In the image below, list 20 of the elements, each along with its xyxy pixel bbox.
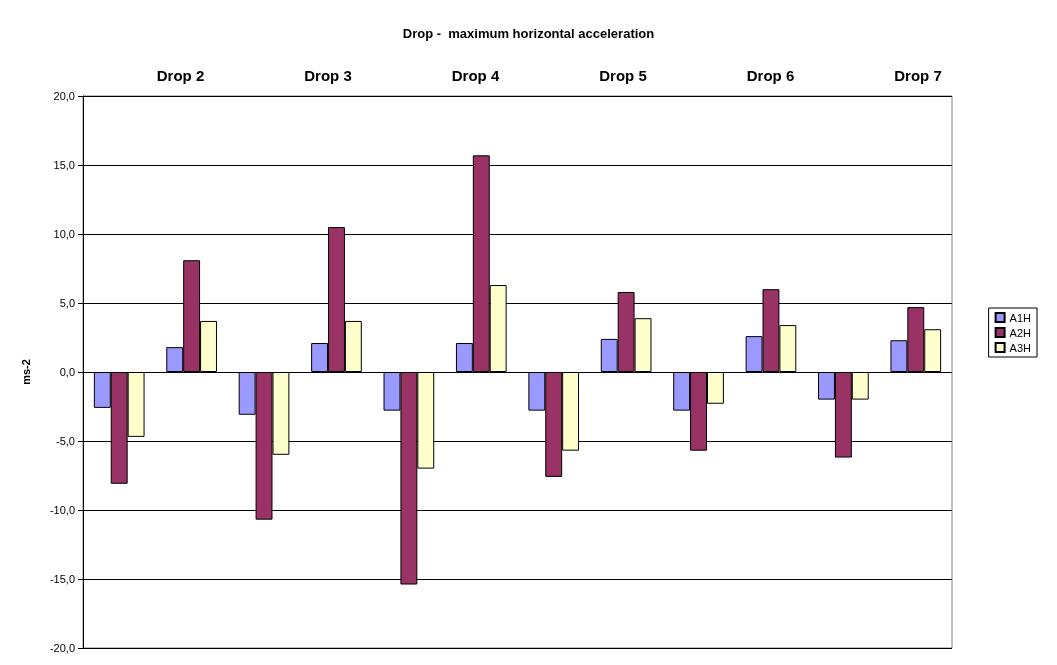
- y-tick-label: 10,0: [53, 228, 75, 240]
- y-tick-label: -10,0: [49, 504, 75, 516]
- text: Drop 5: [599, 67, 647, 84]
- y-tick-label: -15,0: [49, 573, 75, 585]
- legend-label: A3H: [1009, 341, 1032, 354]
- y-tick-label: -20,0: [49, 642, 75, 654]
- y-tick-label: 20,0: [53, 90, 75, 102]
- y-tick-label: -5,0: [56, 435, 75, 447]
- text: Drop 6: [746, 67, 795, 84]
- text: Drop 7: [894, 67, 942, 84]
- chart-title: Drop - maximum horizontal acceleration: [402, 26, 655, 41]
- y-tick-label: 5,0: [59, 297, 75, 309]
- y-tick-label: 0,0: [59, 366, 75, 378]
- text: Drop 4: [451, 67, 500, 84]
- text: Drop 2: [156, 67, 205, 84]
- y-tick-label: 15,0: [53, 159, 75, 171]
- legend-label: A1H: [1009, 311, 1032, 324]
- legend-label: A2H: [1009, 326, 1032, 339]
- text: Drop 3: [304, 67, 352, 84]
- y-axis-title: ms-2: [19, 359, 32, 385]
